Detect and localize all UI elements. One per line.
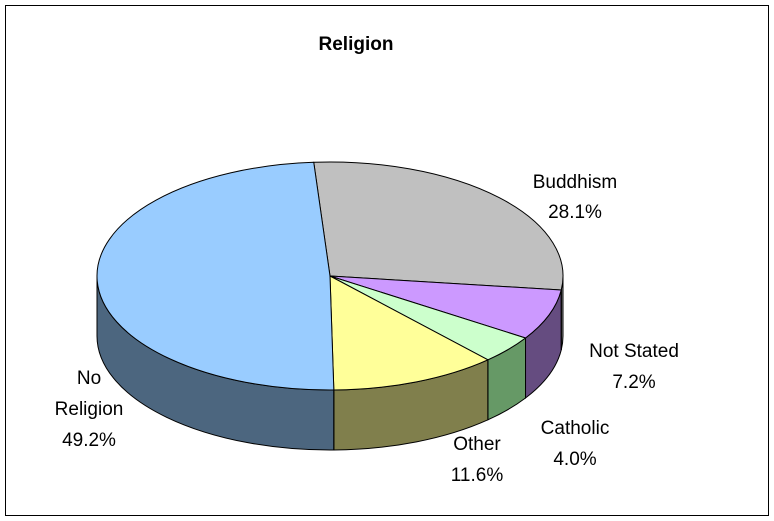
pie-tops <box>96 161 564 391</box>
value-label-catholic: 4.0% <box>553 449 596 470</box>
category-label-not-stated: Not Stated <box>589 341 679 362</box>
category-label-no-religion-1: No <box>77 368 101 389</box>
value-label-no-religion: 49.2% <box>62 430 116 451</box>
category-label-buddhism: Buddhism <box>533 172 618 193</box>
value-label-other: 11.6% <box>451 465 504 486</box>
value-label-buddhism: 28.1% <box>548 202 602 223</box>
category-label-catholic: Catholic <box>541 418 610 439</box>
pie-labels: Buddhism 28.1% Not Stated 7.2% Catholic 4.0% O… <box>55 172 679 486</box>
slice-not-stated <box>329 275 562 339</box>
slice-no-religion <box>96 161 335 391</box>
pie-sides <box>96 275 564 451</box>
category-label-no-religion-2: Religion <box>55 399 124 420</box>
value-label-not-stated: 7.2% <box>612 372 655 393</box>
slice-other <box>329 275 489 391</box>
slice-buddhism <box>313 161 564 291</box>
chart-title: Religion <box>319 34 394 55</box>
category-label-other: Other <box>453 434 501 455</box>
